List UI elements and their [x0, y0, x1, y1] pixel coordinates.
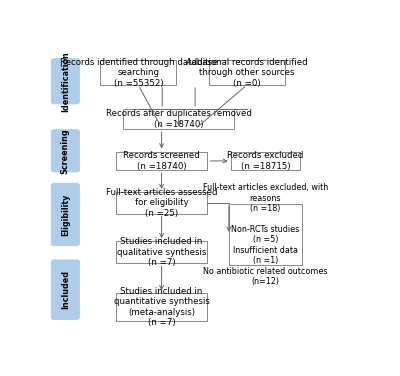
Text: Additional records identified
through other sources
(n =0): Additional records identified through ot… — [186, 58, 308, 88]
Text: Studies included in
qualitative synthesis
(n =7): Studies included in qualitative synthesi… — [117, 237, 206, 267]
Text: Records screened
(n =18740): Records screened (n =18740) — [123, 151, 200, 171]
FancyBboxPatch shape — [51, 260, 80, 320]
Text: Screening: Screening — [61, 128, 70, 174]
Bar — [123, 109, 234, 129]
Text: Identification: Identification — [61, 51, 70, 112]
Bar — [116, 293, 207, 321]
Text: Eligibility: Eligibility — [61, 193, 70, 236]
Text: Records identified through database
searching
(n =55352): Records identified through database sear… — [60, 58, 217, 88]
Bar — [229, 205, 302, 265]
Text: Full-text articles assessed
for eligibility
(n =25): Full-text articles assessed for eligibil… — [106, 188, 217, 218]
Bar — [209, 60, 285, 85]
Bar — [100, 60, 176, 85]
Text: Records after duplicates removed
(n =18740): Records after duplicates removed (n =187… — [106, 109, 252, 129]
Bar — [231, 152, 300, 170]
Text: Included: Included — [61, 270, 70, 309]
Bar — [116, 152, 207, 170]
Text: Studies included in
quantitative synthesis
(meta-analysis)
(n =7): Studies included in quantitative synthes… — [114, 287, 210, 327]
Text: Full-text articles excluded, with
reasons
(n =18)

Non-RCTs studies
(n =5)
Insuf: Full-text articles excluded, with reason… — [203, 183, 328, 286]
Bar — [116, 241, 207, 263]
Text: Records excluded
(n =18715): Records excluded (n =18715) — [227, 151, 304, 171]
FancyBboxPatch shape — [51, 183, 80, 246]
FancyBboxPatch shape — [51, 130, 80, 172]
FancyBboxPatch shape — [51, 59, 80, 104]
Bar — [116, 192, 207, 214]
